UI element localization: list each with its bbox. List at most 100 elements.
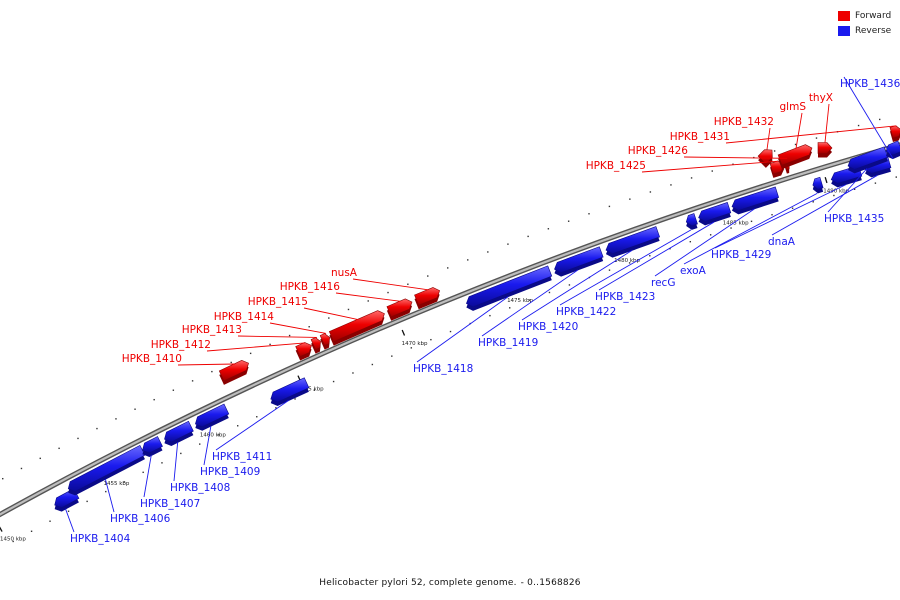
strand-dot	[812, 201, 814, 203]
tick-label: 1490 kbp	[823, 189, 849, 195]
gene-label: HPKB_1423	[595, 291, 655, 303]
gene-leader-line	[352, 278, 429, 291]
strand-dot	[191, 380, 194, 382]
tick-mark	[0, 526, 3, 532]
gene-label: recG	[651, 277, 675, 289]
gene-label: HPKB_1432	[714, 116, 774, 128]
gene-label: HPKB_1416	[280, 281, 341, 293]
tick-mark	[401, 329, 406, 336]
tick-label: 1485 kbp	[723, 220, 749, 226]
gene-label: HPKB_1435	[824, 213, 884, 225]
strand-dot	[288, 334, 291, 337]
tick-mark	[824, 177, 828, 184]
gene-feature-recG	[731, 186, 780, 211]
gene-leader-line	[714, 184, 846, 249]
gene-leader-line	[177, 363, 236, 366]
gene-feature-HPKB_1409	[194, 403, 230, 428]
gene-feature-HPKB_1420	[605, 226, 661, 255]
strand-dot	[332, 380, 335, 383]
strand-dot	[547, 228, 550, 230]
strand-dot	[256, 416, 258, 418]
strand-dot	[427, 275, 429, 277]
gene-leader-line	[237, 335, 317, 338]
gene-feature-HPKB_1410	[218, 359, 249, 382]
strand-dot	[199, 443, 201, 445]
strand-dot	[771, 214, 773, 216]
tick-label: 1455 kbp	[104, 481, 130, 487]
gene-label: HPKB_1419	[478, 337, 538, 349]
gene-feature-thyX	[817, 142, 833, 154]
gene-leader-line	[203, 425, 212, 466]
strand-dot	[161, 462, 163, 464]
strand-dot	[387, 291, 389, 294]
gene-feature-HPKB_1422	[685, 213, 698, 227]
gene-feature-HPKB_1415	[328, 310, 385, 342]
strand-dot	[628, 262, 631, 264]
strand-dot	[709, 234, 712, 236]
strand-dot	[467, 259, 469, 261]
strand-dot	[407, 283, 409, 285]
gene-leader-line	[824, 103, 830, 143]
strand-dot	[509, 307, 511, 309]
gene-label: HPKB_1404	[70, 533, 131, 545]
strand-dot	[588, 213, 590, 215]
strand-dot	[367, 300, 369, 302]
strand-dot	[180, 452, 182, 455]
tick-label: 1475 kbp	[507, 298, 533, 304]
strand-dot	[489, 314, 491, 317]
gene-label: dnaA	[768, 236, 796, 248]
gene-leader-line	[795, 112, 803, 149]
gene-label: thyX	[809, 92, 833, 104]
gene-feature-HPKB_1407	[142, 436, 163, 454]
strand-dot	[153, 398, 155, 401]
dna-track	[0, 142, 900, 518]
gene-leader-line	[654, 208, 755, 277]
gene-feature-nusA	[414, 287, 441, 306]
strand-dot	[328, 317, 330, 319]
gene-leader-line	[269, 322, 327, 334]
strand-dot	[794, 143, 797, 146]
gene-leader-line	[104, 478, 115, 513]
gene-feature-HPKB_1418	[466, 265, 553, 308]
strand-dot	[430, 338, 432, 341]
strand-dot	[58, 447, 60, 450]
gene-label: HPKB_1431	[670, 131, 730, 143]
strand-dot	[879, 118, 881, 121]
strand-dot	[313, 389, 316, 391]
strand-dot	[833, 194, 835, 197]
strand-dot	[371, 363, 374, 366]
strand-dot	[773, 150, 776, 152]
strand-dot	[649, 255, 651, 257]
strand-dot	[20, 467, 23, 470]
strand-dot	[732, 163, 734, 165]
gene-label: HPKB_1412	[151, 339, 211, 351]
strand-dot	[134, 408, 136, 410]
strand-dot	[77, 437, 79, 440]
gene-label: HPKB_1414	[214, 311, 275, 323]
strand-dot	[96, 427, 98, 430]
strand-dot	[690, 177, 693, 179]
strand-dots	[2, 118, 897, 543]
tick-label: 1465 kbp	[298, 386, 324, 392]
strand-dot	[230, 361, 232, 364]
tick-label: 1450 kbp	[0, 537, 26, 543]
gene-label: HPKB_1406	[110, 513, 171, 525]
gene-leader-line	[683, 156, 788, 159]
strand-dot	[269, 343, 271, 346]
legend-reverse: Reverse	[838, 23, 891, 38]
gene-feature-HPKB_1416	[386, 298, 413, 318]
strand-dot	[447, 267, 449, 269]
gene-feature-HPKB_1436	[885, 140, 900, 156]
gene-leader-line	[215, 400, 289, 451]
strand-dot	[275, 407, 277, 409]
gene-feature-HPKB_1414	[319, 333, 330, 346]
gene-leader-line	[143, 455, 152, 498]
gene-label: HPKB_1407	[140, 498, 200, 510]
strand-dot	[39, 457, 41, 460]
gene-features	[54, 125, 900, 512]
strand-dot	[115, 418, 117, 420]
gene-leader-line	[641, 160, 779, 173]
gene-leader-line	[843, 76, 894, 159]
strand-dot	[217, 434, 220, 436]
